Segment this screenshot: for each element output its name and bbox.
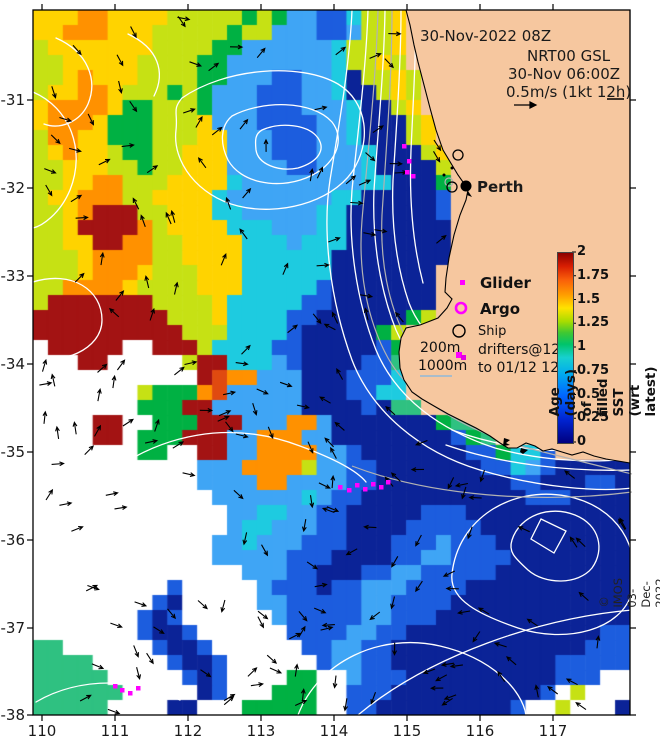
y-tick-label: -37 xyxy=(0,619,26,637)
colorbar-title: Age (days) of filled SST (wrt latest) xyxy=(547,366,659,417)
y-tick-label: -35 xyxy=(0,443,26,461)
colorbar-tick-label: 1.5 xyxy=(577,291,601,307)
model-name: NRT00 GSL xyxy=(527,47,611,65)
vector-scale-label: 0.5m/s (1kt 12h) xyxy=(506,83,632,101)
colorbar-tick-label: 0 xyxy=(577,434,587,449)
colorbar-tick-label: 0.25 xyxy=(577,410,610,426)
x-tick-label: 114 xyxy=(319,722,349,740)
y-tick-label: -33 xyxy=(0,267,26,285)
y-tick-label: -31 xyxy=(0,91,26,109)
colorbar-tick-label: 1.25 xyxy=(577,315,610,331)
x-tick-label: 116 xyxy=(465,722,495,740)
colorbar-tick-label: 0.5 xyxy=(577,386,601,402)
colorbar-tick-label: 0.75 xyxy=(577,362,610,378)
x-tick-label: 115 xyxy=(392,722,422,740)
y-tick-label: -38 xyxy=(0,706,26,724)
legend-200m-label: 200m xyxy=(420,340,461,356)
x-tick-label: 112 xyxy=(173,722,203,740)
legend-argo-label: Argo xyxy=(480,300,521,318)
x-tick-label: 111 xyxy=(100,722,130,740)
legend-drifters-line2: to 01/12 12Z xyxy=(478,360,557,376)
x-tick-label: 117 xyxy=(538,722,568,740)
credit-text: © IMOS 03-Dec-2022 15:25 Hobart xyxy=(597,577,660,608)
legend-ship-label: Ship xyxy=(478,324,507,339)
legend-glider-label: Glider xyxy=(480,274,531,292)
valid-timestamp: 30-Nov 06:00Z xyxy=(508,65,621,83)
colorbar-tick-label: 1 xyxy=(577,339,587,354)
legend-drifters-line1: drifters@12Z xyxy=(478,342,557,358)
y-tick-label: -32 xyxy=(0,179,26,197)
y-tick-label: -36 xyxy=(0,531,26,549)
run-timestamp: 30-Nov-2022 08Z xyxy=(420,27,552,45)
x-tick-label: 110 xyxy=(27,722,57,740)
legend-1000m-label: 1000m xyxy=(418,358,468,374)
colorbar xyxy=(557,252,574,444)
city-label-perth: Perth xyxy=(477,178,524,196)
y-tick-label: -34 xyxy=(0,355,26,373)
colorbar-tick-label: 2 xyxy=(577,244,587,259)
x-tick-label: 113 xyxy=(246,722,276,740)
colorbar-tick-label: 1.75 xyxy=(577,267,610,283)
